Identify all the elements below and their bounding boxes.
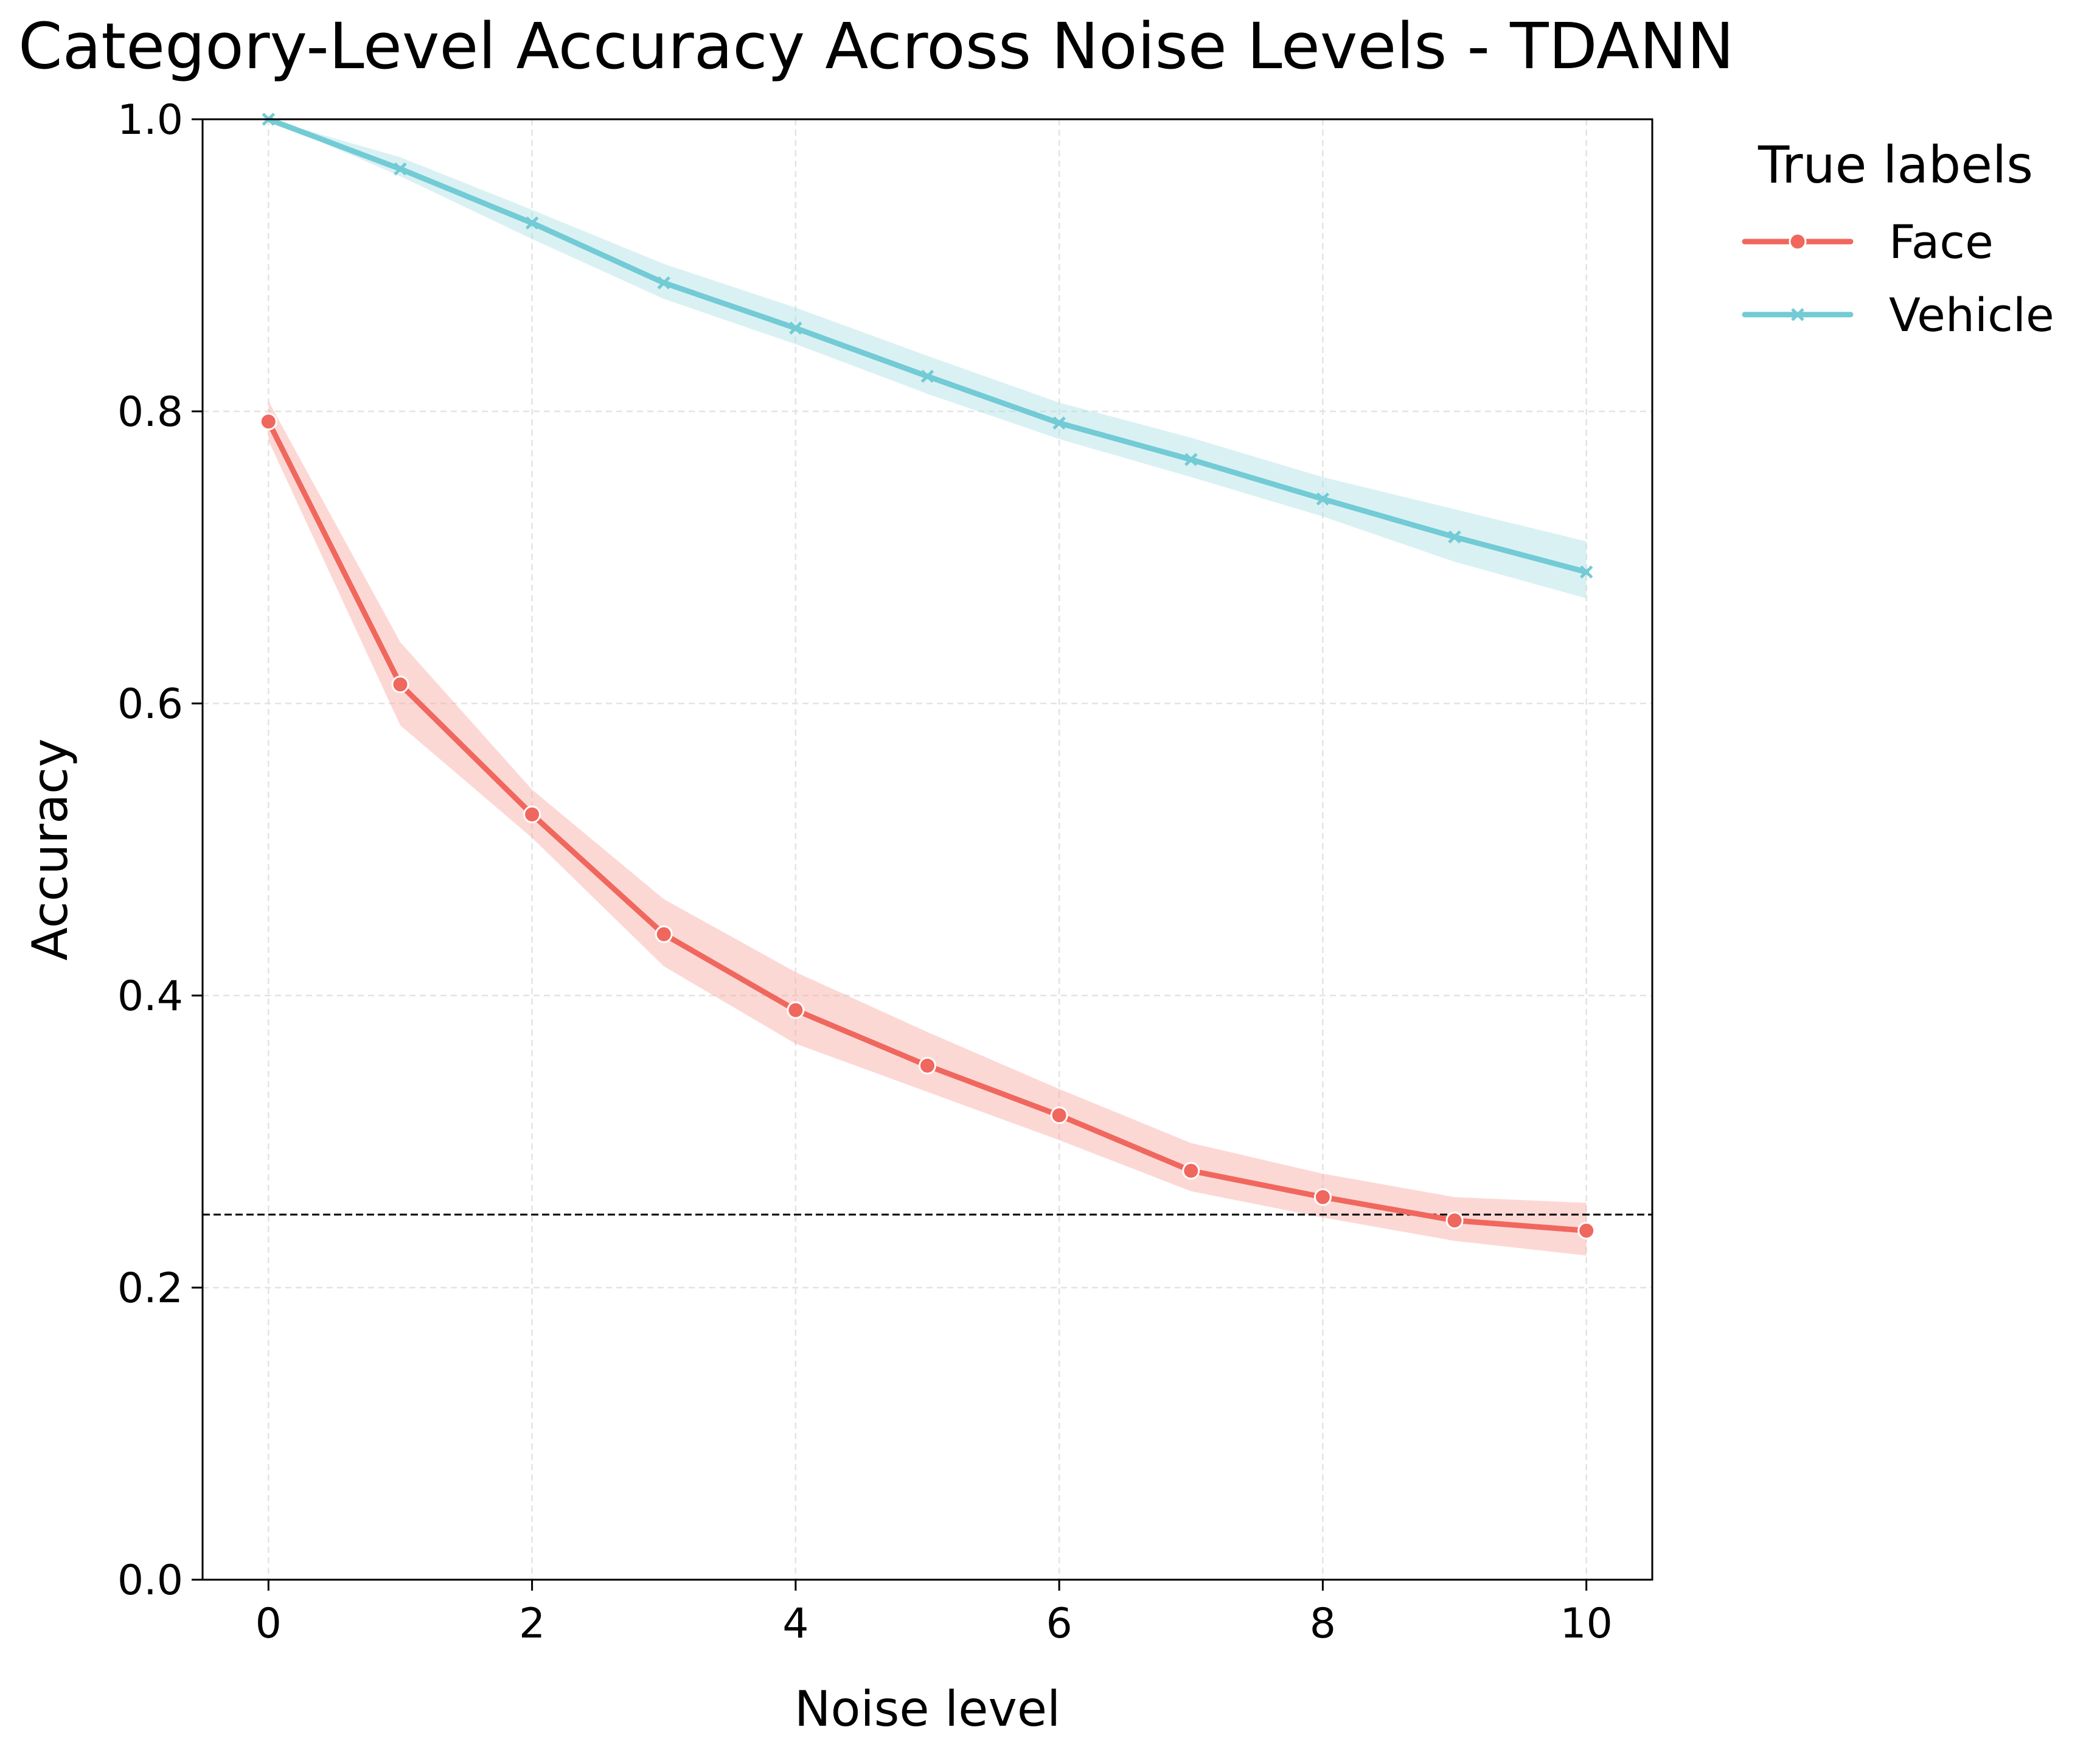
data-point-face (1182, 1162, 1200, 1180)
data-point-vehicle (1052, 416, 1066, 430)
legend-entries: Face Vehicle (1742, 215, 2054, 342)
y-tick-label: 0.6 (117, 680, 183, 728)
x-axis-ticks: 0 2 4 6 8 10 (256, 1580, 1613, 1648)
data-point-vehicle (789, 321, 802, 335)
data-point-vehicle (1316, 492, 1330, 506)
legend: True labels Face Vehicle (1742, 135, 2054, 342)
x-tick-label: 4 (782, 1600, 808, 1648)
legend-label-vehicle: Vehicle (1889, 288, 2054, 342)
x-tick-label: 6 (1046, 1600, 1073, 1648)
legend-title: True labels (1758, 135, 2033, 195)
legend-entry-face: Face (1742, 215, 1994, 269)
confidence-band-face (268, 401, 1587, 1256)
data-point-vehicle (1448, 530, 1461, 544)
data-point-face (1050, 1106, 1068, 1125)
y-tick-label: 0.0 (117, 1557, 183, 1605)
legend-entry-vehicle: Vehicle (1742, 288, 2054, 342)
y-tick-label: 0.8 (117, 388, 183, 436)
data-point-vehicle (525, 216, 539, 230)
legend-marker-face (1789, 232, 1807, 251)
y-tick-label: 1.0 (117, 96, 183, 144)
data-point-face (1577, 1221, 1596, 1240)
x-tick-label: 0 (256, 1600, 282, 1648)
data-point-face (391, 675, 409, 694)
data-point-vehicle (657, 276, 670, 290)
legend-marker-vehicle (1791, 308, 1804, 321)
grid (203, 118, 1652, 1581)
y-tick-label: 0.4 (117, 972, 183, 1020)
y-tick-label: 0.2 (117, 1264, 183, 1313)
data-point-face (787, 1001, 805, 1019)
x-tick-label: 10 (1560, 1600, 1613, 1648)
data-point-vehicle (1579, 565, 1593, 579)
data-point-face (1313, 1188, 1332, 1206)
series-markers (259, 113, 1596, 1240)
data-point-face (655, 925, 673, 943)
plot-frame (201, 118, 1653, 1581)
legend-label-face: Face (1889, 215, 1994, 269)
x-tick-label: 8 (1310, 1600, 1336, 1648)
data-point-vehicle (920, 369, 934, 383)
y-axis-ticks: 0.0 0.2 0.4 0.6 0.8 1.0 (117, 96, 203, 1605)
series-line-face (265, 419, 1590, 1233)
data-point-vehicle (394, 162, 407, 176)
y-axis-label: Accuracy (22, 738, 78, 960)
data-point-face (523, 805, 541, 823)
chart-title: Category-Level Accuracy Across Noise Lev… (18, 9, 1734, 83)
data-point-face (919, 1056, 936, 1075)
data-point-face (259, 413, 277, 431)
x-axis-label: Noise level (794, 1681, 1061, 1737)
data-point-face (1445, 1212, 1464, 1230)
data-point-vehicle (1184, 453, 1198, 466)
confidence-bands (268, 119, 1587, 1256)
confidence-band-vehicle (268, 119, 1587, 599)
x-tick-label: 2 (519, 1600, 545, 1648)
